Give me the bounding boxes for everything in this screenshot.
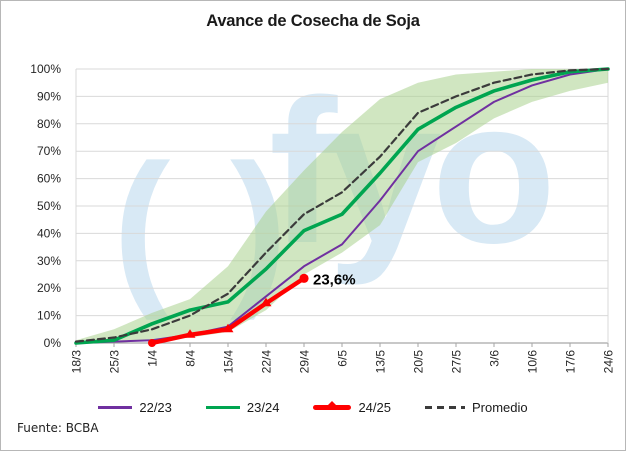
y-tick-label: 20%: [37, 281, 61, 295]
y-tick-label: 60%: [37, 172, 61, 186]
y-tick-label: 0%: [44, 336, 62, 350]
y-tick-label: 70%: [37, 144, 61, 158]
line-sample-23-24: [205, 405, 240, 410]
line-sample-22-23: [98, 406, 133, 409]
x-tick-label: 24/6: [602, 350, 616, 374]
x-tick-label: 13/5: [374, 350, 388, 374]
legend-item-promedio: Promedio: [425, 400, 528, 415]
y-tick-label: 40%: [37, 226, 61, 240]
series-line-23-24: [74, 67, 610, 345]
legend-label-promedio: Promedio: [472, 400, 528, 415]
legend-item-22-23: 22/23: [98, 400, 172, 415]
x-tick-label: 15/4: [222, 350, 236, 374]
series-line-promedio: [74, 67, 610, 343]
x-tick-label: 25/3: [108, 350, 122, 374]
line-sample-24-25: [313, 405, 352, 410]
x-tick-label: 22/4: [260, 350, 274, 374]
data-point-marker: [184, 329, 196, 338]
data-point-marker: [148, 339, 156, 347]
legend-label-23-24: 23/24: [246, 400, 280, 415]
data-point-marker: [260, 297, 272, 307]
x-tick-label: 3/6: [488, 350, 502, 367]
y-tick-label: 50%: [37, 199, 61, 213]
data-point-marker: [299, 273, 309, 283]
chart-legend: 22/23 23/24 24/25 Promedio: [1, 400, 625, 415]
line-sample-promedio: [425, 406, 465, 409]
x-tick-label: 6/5: [336, 350, 350, 367]
y-axis-labels: 0% 10% 20% 30% 40% 50% 60% 70% 80% 90% 100%: [30, 62, 61, 350]
x-tick-label: 29/4: [298, 350, 312, 374]
data-point-marker: [222, 323, 234, 333]
legend-label-24-25: 24/25: [358, 400, 391, 415]
legend-item-24-25: 24/25: [313, 400, 391, 415]
y-tick-label: 90%: [37, 89, 61, 103]
chart-title: Avance de Cosecha de Soja: [206, 12, 420, 30]
y-tick-label: 30%: [37, 254, 61, 268]
x-tick-label: 17/6: [564, 350, 578, 374]
x-tick-label: 10/6: [526, 350, 540, 374]
y-tick-label: 80%: [37, 117, 61, 131]
current-progress-annotation: 23,6%: [313, 271, 356, 288]
x-tick-label: 20/5: [412, 350, 426, 374]
x-tick-label: 8/4: [184, 350, 198, 367]
x-axis-labels: 18/3 25/3 1/4 8/4 15/4 22/4 29/4 6/5 13/5 20/5 27/…: [70, 343, 616, 373]
x-tick-label: 27/5: [450, 350, 464, 374]
x-tick-label: 1/4: [146, 350, 160, 367]
source-note: Fuente: BCBA: [17, 421, 99, 435]
y-tick-label: 10%: [37, 309, 61, 323]
y-tick-label: 100%: [30, 62, 61, 76]
legend-item-23-24: 23/24: [205, 400, 280, 415]
x-tick-label: 18/3: [70, 350, 84, 374]
legend-label-22-23: 22/23: [139, 400, 172, 415]
min-max-band: [76, 69, 608, 343]
